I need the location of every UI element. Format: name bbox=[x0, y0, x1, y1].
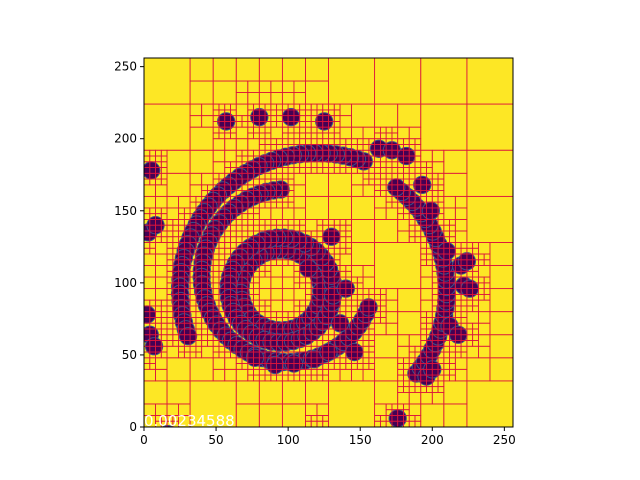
quadtree-grid bbox=[144, 58, 513, 427]
blob-marker bbox=[235, 462, 252, 479]
blob-marker bbox=[249, 461, 266, 478]
blob-marker bbox=[227, 461, 244, 478]
blob-marker bbox=[263, 458, 280, 475]
y-tick-label: 50 bbox=[122, 348, 137, 362]
plot-content bbox=[144, 58, 513, 479]
blob-marker bbox=[311, 428, 328, 445]
blob-marker bbox=[387, 178, 406, 197]
x-tick-label: 50 bbox=[208, 433, 223, 447]
blob-marker bbox=[256, 460, 273, 477]
blob-marker bbox=[206, 457, 223, 474]
x-tick-label: 100 bbox=[277, 433, 300, 447]
blob-marker bbox=[175, 441, 192, 458]
blob-marker bbox=[283, 450, 300, 467]
x-tick-label: 250 bbox=[493, 433, 516, 447]
x-tick-label: 0 bbox=[140, 433, 148, 447]
blob-marker bbox=[242, 461, 259, 478]
blob-marker bbox=[144, 305, 157, 324]
blob-marker bbox=[301, 438, 318, 455]
blob-marker bbox=[180, 445, 197, 462]
y-tick-label: 200 bbox=[114, 132, 137, 146]
blob-marker bbox=[277, 453, 294, 470]
grid-cell bbox=[466, 58, 513, 105]
x-axis: 0 50 100 150 200 250 bbox=[140, 427, 516, 447]
blob-marker bbox=[213, 459, 230, 476]
blob-marker bbox=[200, 455, 217, 472]
blob-marker bbox=[421, 201, 440, 220]
y-tick-label: 250 bbox=[114, 60, 137, 74]
blob-marker bbox=[289, 446, 306, 463]
y-axis: 0 50 100 150 200 250 bbox=[114, 60, 144, 434]
plot-frame bbox=[143, 57, 514, 428]
blob-marker bbox=[270, 456, 287, 473]
blob-marker bbox=[299, 259, 318, 278]
blob-marker bbox=[169, 436, 186, 453]
y-tick-label: 150 bbox=[114, 204, 137, 218]
blob-marker bbox=[164, 431, 181, 448]
x-tick-label: 150 bbox=[349, 433, 372, 447]
blob-marker bbox=[437, 242, 456, 261]
blob-marker bbox=[266, 355, 285, 375]
blob-marker bbox=[220, 460, 237, 477]
blob-marker bbox=[307, 433, 324, 450]
y-tick-label: 0 bbox=[129, 420, 137, 434]
blob-marker bbox=[144, 161, 161, 180]
blob-marker bbox=[193, 452, 210, 469]
x-tick-label: 200 bbox=[421, 433, 444, 447]
blob-marker bbox=[178, 327, 198, 346]
blob-marker bbox=[187, 448, 204, 465]
annotation-label: 0.00234588 bbox=[144, 412, 235, 430]
blob-marker bbox=[281, 107, 301, 127]
y-tick-label: 100 bbox=[114, 276, 137, 290]
